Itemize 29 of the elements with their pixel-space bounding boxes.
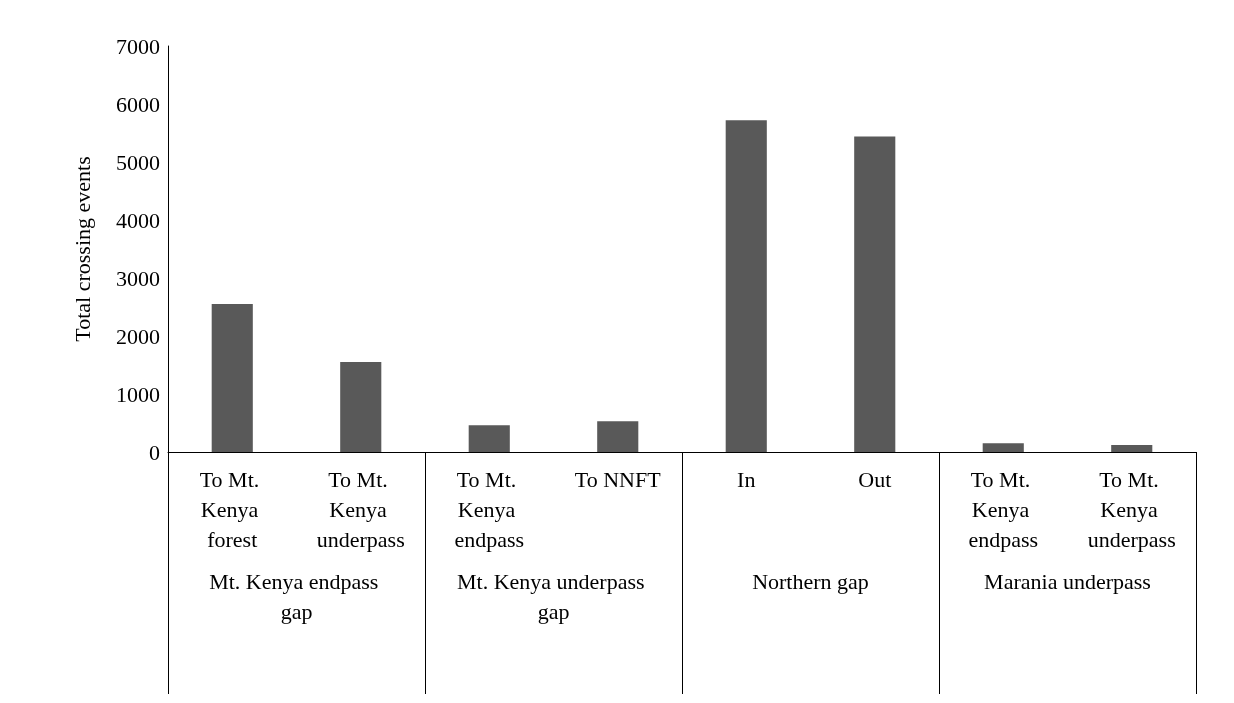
text: Mt. Kenya underpass gap (456, 568, 651, 624)
text: Mt. Kenya endpass gap (209, 568, 384, 624)
x-tick-label: To Mt. Kenya forest (199, 466, 265, 552)
y-axis-title: Total crossing events (69, 156, 95, 342)
bar (468, 425, 510, 452)
x-tick-label: To Mt. Kenya underpass (316, 466, 405, 552)
y-tick-label: 0 (149, 439, 160, 465)
x-tick-label: In (737, 466, 756, 492)
x-tick-label: To NNFT (574, 466, 662, 492)
y-tick-label: 4000 (116, 207, 160, 233)
bar (597, 421, 639, 452)
bar (211, 304, 253, 452)
x-tick-label: Out (858, 466, 892, 492)
x-tick-label: To Mt. Kenya endpass (968, 466, 1039, 552)
y-tick-label: 1000 (116, 381, 160, 407)
y-tick-label: 3000 (116, 265, 160, 291)
x-tick-label: To Mt. Kenya underpass (1087, 466, 1176, 552)
y-tick-label: 7000 (116, 33, 160, 59)
bar (854, 136, 896, 452)
bar (340, 362, 382, 452)
x-tick-label: To Mt. Kenya endpass (454, 466, 525, 552)
text: Northern gap (752, 568, 869, 594)
bar (982, 443, 1024, 452)
bar (725, 120, 767, 452)
bar (1111, 445, 1153, 452)
y-tick-label: 5000 (116, 149, 160, 175)
y-tick-label: 2000 (116, 323, 160, 349)
y-tick-label: 6000 (116, 91, 160, 117)
text: Marania underpass (984, 568, 1151, 594)
